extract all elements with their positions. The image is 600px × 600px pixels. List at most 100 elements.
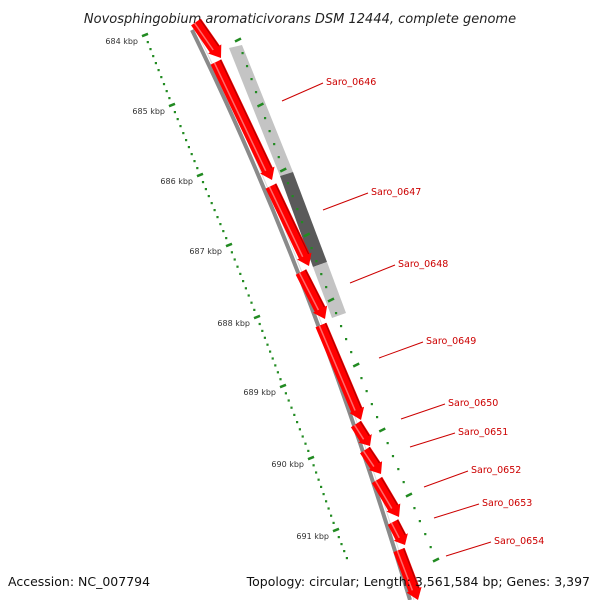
leader-line xyxy=(445,541,492,557)
gene-label-group: Saro_0648 xyxy=(349,259,448,284)
minor-tick xyxy=(279,378,282,381)
minor-tick xyxy=(330,514,333,517)
minor-tick xyxy=(332,521,335,524)
minor-tick xyxy=(244,287,247,290)
outer-minor-tick xyxy=(286,182,290,185)
minor-tick xyxy=(304,442,307,445)
minor-tick xyxy=(239,272,242,275)
outer-minor-tick xyxy=(424,533,427,536)
minor-tick xyxy=(274,364,277,367)
gene-label: Saro_0650 xyxy=(448,398,498,409)
outer-minor-tick xyxy=(254,91,258,94)
tick-label: 684 kbp xyxy=(105,37,138,46)
minor-tick xyxy=(219,223,222,226)
major-tick xyxy=(225,242,233,248)
minor-tick xyxy=(320,485,323,488)
minor-tick xyxy=(187,146,190,149)
tick-ruler xyxy=(141,32,348,560)
outer-minor-tick xyxy=(339,325,343,328)
tick-label: 691 kbp xyxy=(296,532,329,541)
gene-arrow xyxy=(360,446,383,474)
gene-arrow xyxy=(393,547,422,600)
minor-tick xyxy=(307,449,310,452)
minor-tick xyxy=(337,536,340,539)
outer-minor-tick xyxy=(370,403,373,406)
minor-tick xyxy=(271,357,274,360)
minor-tick xyxy=(230,251,233,254)
minor-tick xyxy=(343,550,346,553)
outer-major-tick xyxy=(405,492,413,498)
outer-major-tick xyxy=(378,427,386,433)
minor-tick xyxy=(322,493,325,496)
tick-label: 690 kbp xyxy=(271,460,304,469)
minor-tick xyxy=(160,76,163,79)
gene-label: Saro_0648 xyxy=(398,259,448,270)
outer-minor-tick xyxy=(250,78,253,81)
outer-minor-tick xyxy=(300,221,304,224)
gene-label-group: Saro_0653 xyxy=(433,498,532,519)
map-title: Novosphingobium aromaticivorans DSM 1244… xyxy=(84,12,516,27)
outer-minor-tick xyxy=(310,247,313,250)
minor-tick xyxy=(222,230,225,233)
minor-tick xyxy=(204,188,207,191)
minor-tick xyxy=(345,557,348,560)
gene-track xyxy=(191,18,422,600)
minor-tick xyxy=(157,69,160,72)
outer-major-tick xyxy=(256,102,265,108)
minor-tick xyxy=(301,435,304,438)
major-tick xyxy=(332,527,340,533)
outer-minor-tick xyxy=(273,143,276,146)
gene-label-group: Saro_0651 xyxy=(409,427,508,448)
gene-arrow xyxy=(371,476,401,517)
outer-minor-tick xyxy=(345,338,348,341)
major-tick xyxy=(307,455,315,461)
leader-line xyxy=(349,264,396,284)
outer-minor-tick xyxy=(334,312,338,315)
major-tick xyxy=(168,102,176,108)
gene-label: Saro_0653 xyxy=(482,498,532,509)
minor-tick xyxy=(312,464,315,467)
outer-minor-tick xyxy=(350,351,353,354)
outer-minor-tick xyxy=(241,52,244,55)
minor-tick xyxy=(258,322,261,326)
minor-tick xyxy=(162,83,166,86)
minor-tick xyxy=(149,48,152,51)
genome-summary: Topology: circular; Length: 3,561,584 bp… xyxy=(246,574,590,589)
minor-tick xyxy=(152,55,155,58)
gene-arrow xyxy=(350,420,372,446)
minor-tick xyxy=(154,62,157,65)
outer-major-tick xyxy=(234,37,242,43)
minor-tick xyxy=(196,167,199,170)
leader-line xyxy=(281,82,324,102)
gene-arrow xyxy=(265,183,312,266)
outer-minor-tick xyxy=(365,390,368,393)
analysis-track-light xyxy=(229,45,293,176)
gene-arrow xyxy=(315,322,365,420)
outer-minor-tick xyxy=(418,520,421,523)
major-tick xyxy=(279,383,287,389)
minor-tick xyxy=(236,265,239,268)
outer-minor-tick xyxy=(429,546,432,549)
outer-minor-tick xyxy=(320,273,323,276)
minor-tick xyxy=(315,471,318,474)
minor-tick xyxy=(269,350,272,353)
accession-label: Accession: NC_007794 xyxy=(8,574,150,589)
gene-arrow xyxy=(210,59,275,180)
gene-label: Saro_0647 xyxy=(371,187,421,198)
gene-label: Saro_0652 xyxy=(471,465,521,476)
outer-minor-tick xyxy=(315,260,318,263)
outer-minor-tick xyxy=(245,65,249,68)
minor-tick xyxy=(284,392,287,395)
outer-major-tick xyxy=(327,297,335,303)
outer-minor-tick xyxy=(325,286,328,289)
gene-label: Saro_0646 xyxy=(326,77,376,88)
outer-minor-tick xyxy=(277,156,280,159)
minor-tick xyxy=(179,125,182,128)
minor-tick xyxy=(207,195,210,198)
outer-minor-tick xyxy=(386,442,389,445)
leader-line xyxy=(423,470,469,488)
outer-major-tick xyxy=(303,232,311,238)
gene-label-group: Saro_0652 xyxy=(423,465,521,488)
gene-label-group: Saro_0654 xyxy=(445,536,544,557)
